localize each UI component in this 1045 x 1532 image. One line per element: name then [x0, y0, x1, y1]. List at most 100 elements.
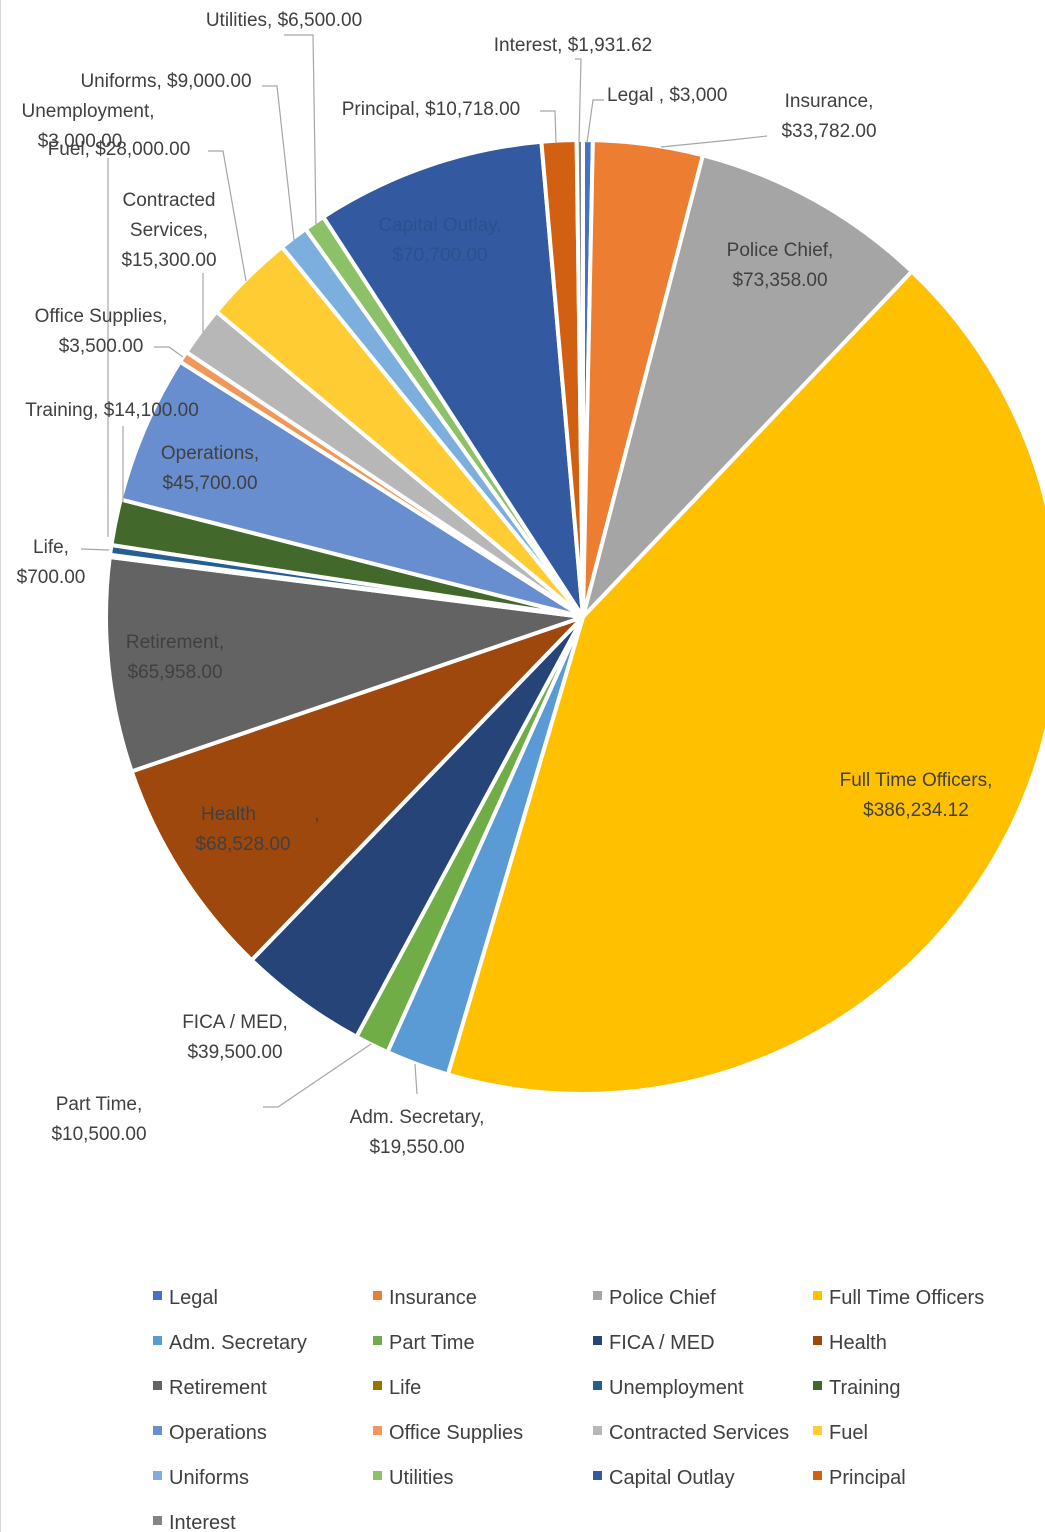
legend-swatch-health	[813, 1336, 822, 1345]
legend-label-life: Life	[389, 1377, 421, 1399]
slice-full-time-officers	[445, 269, 1045, 1096]
leader-line-principal	[540, 110, 557, 144]
legend-item-part-time: Part Time	[373, 1332, 475, 1354]
leader-line-adm-secretary	[414, 1063, 418, 1095]
slice-health	[129, 615, 585, 963]
legend-swatch-retirement	[153, 1381, 162, 1390]
legend-swatch-unemployment	[593, 1381, 602, 1390]
legend-label-operations: Operations	[169, 1422, 267, 1444]
data-label-adm-secretary: Adm. Secretary,	[350, 1107, 485, 1128]
slice-operations	[118, 359, 585, 619]
data-label-fica-med: $39,500.00	[187, 1042, 282, 1063]
legend-swatch-training	[813, 1381, 822, 1390]
data-label-health: $68,528.00	[195, 834, 290, 855]
slice-interest	[574, 137, 585, 619]
legend-label-fica-med: FICA / MED	[609, 1332, 715, 1354]
data-label-fica-med: FICA / MED,	[182, 1012, 288, 1033]
legend-item-retirement: Retirement	[153, 1377, 267, 1399]
legend-label-utilities: Utilities	[389, 1467, 453, 1489]
legend-swatch-legal	[153, 1291, 162, 1300]
data-label-police-chief: Police Chief,	[727, 240, 834, 261]
data-label-retirement: $65,958.00	[127, 662, 222, 683]
legend-item-contracted-services: Contracted Services	[593, 1422, 789, 1444]
legend-swatch-capital-outlay	[593, 1471, 602, 1480]
data-label-legal: Legal , $3,000	[607, 85, 727, 106]
legend-label-police-chief: Police Chief	[609, 1287, 716, 1309]
legend-swatch-interest	[153, 1516, 162, 1525]
data-label-office-supplies: $3,500.00	[59, 336, 144, 357]
legend-label-fuel: Fuel	[829, 1422, 868, 1444]
legend-label-capital-outlay: Capital Outlay	[609, 1467, 735, 1489]
legend-item-operations: Operations	[153, 1422, 267, 1444]
data-label-office-supplies: Office Supplies,	[35, 306, 168, 327]
legend-item-capital-outlay: Capital Outlay	[593, 1467, 735, 1489]
legend-swatch-full-time-officers	[813, 1291, 822, 1300]
legend-swatch-operations	[153, 1426, 162, 1435]
legend-item-adm-secretary: Adm. Secretary	[153, 1332, 307, 1354]
data-label-insurance: Insurance,	[785, 91, 874, 112]
legend-swatch-uniforms	[153, 1471, 162, 1480]
leader-line-office-supplies	[154, 346, 184, 358]
legend-label-adm-secretary: Adm. Secretary	[169, 1332, 307, 1354]
legend-item-health: Health	[813, 1332, 887, 1354]
leader-line-fuel	[208, 150, 247, 282]
leader-line-utilities	[284, 34, 317, 225]
data-label-capital-outlay: Capital Outlay,	[378, 215, 501, 236]
data-label-principal: Principal, $10,718.00	[342, 99, 521, 120]
legend-swatch-police-chief	[593, 1291, 602, 1300]
legend-item-interest: Interest	[153, 1512, 236, 1532]
data-label-full-time-officers: Full Time Officers,	[840, 770, 993, 791]
slice-retirement	[104, 555, 585, 774]
leader-lines	[80, 34, 768, 1108]
data-label-retirement: Retirement,	[126, 632, 224, 653]
legend-label-unemployment: Unemployment	[609, 1377, 744, 1399]
data-label-part-time: Part Time,	[56, 1094, 143, 1115]
legend-item-unemployment: Unemployment	[593, 1377, 744, 1399]
leader-line-insurance	[660, 135, 768, 148]
legend-label-training: Training	[829, 1377, 901, 1399]
legend-item-utilities: Utilities	[373, 1467, 453, 1489]
legend-swatch-insurance	[373, 1291, 382, 1300]
legend-swatch-utilities	[373, 1471, 382, 1480]
data-label-unemployment: $3,000.00	[38, 131, 123, 152]
data-label-contracted-services: $15,300.00	[121, 250, 216, 271]
data-label-capital-outlay: $70,700.00	[392, 245, 487, 266]
legend-label-office-supplies: Office Supplies	[389, 1422, 523, 1444]
data-label-life: $700.00	[17, 567, 86, 588]
data-label-health: ,	[314, 804, 319, 825]
legend-item-training: Training	[813, 1377, 901, 1399]
data-label-utilities: Utilities, $6,500.00	[206, 10, 362, 31]
data-label-insurance: $33,782.00	[781, 121, 876, 142]
data-label-uniforms: Uniforms, $9,000.00	[80, 71, 251, 92]
legend-swatch-part-time	[373, 1336, 382, 1345]
legend-item-full-time-officers: Full Time Officers	[813, 1287, 984, 1309]
leader-line-part-time	[263, 1043, 372, 1108]
legend-swatch-fica-med	[593, 1336, 602, 1345]
legend-label-legal: Legal	[169, 1287, 218, 1309]
legend-label-insurance: Insurance	[389, 1287, 477, 1309]
legend-item-police-chief: Police Chief	[593, 1287, 716, 1309]
legend-item-fica-med: FICA / MED	[593, 1332, 715, 1354]
legend-swatch-fuel	[813, 1426, 822, 1435]
data-label-contracted-services: Services,	[130, 220, 208, 241]
data-label-part-time: $10,500.00	[51, 1124, 146, 1145]
data-label-adm-secretary: $19,550.00	[369, 1137, 464, 1158]
leader-line-interest	[575, 58, 582, 143]
data-label-police-chief: $73,358.00	[732, 270, 827, 291]
slice-capital-outlay	[321, 139, 585, 619]
legend-label-part-time: Part Time	[389, 1332, 475, 1354]
leader-line-life	[80, 548, 110, 551]
legend-swatch-adm-secretary	[153, 1336, 162, 1345]
legend-item-principal: Principal	[813, 1467, 906, 1489]
legend-swatch-life	[373, 1381, 382, 1390]
pie-slices	[104, 137, 1045, 1096]
legend-label-uniforms: Uniforms	[169, 1467, 249, 1489]
legend-item-life: Life	[373, 1377, 421, 1399]
data-label-training: Training, $14,100.00	[25, 400, 199, 421]
legend-item-office-supplies: Office Supplies	[373, 1422, 523, 1444]
legend-swatch-contracted-services	[593, 1426, 602, 1435]
legend-item-insurance: Insurance	[373, 1287, 477, 1309]
legend-swatch-office-supplies	[373, 1426, 382, 1435]
data-labels: Legal , $3,000 Insurance, $33,782.00 Police…	[17, 10, 993, 1158]
